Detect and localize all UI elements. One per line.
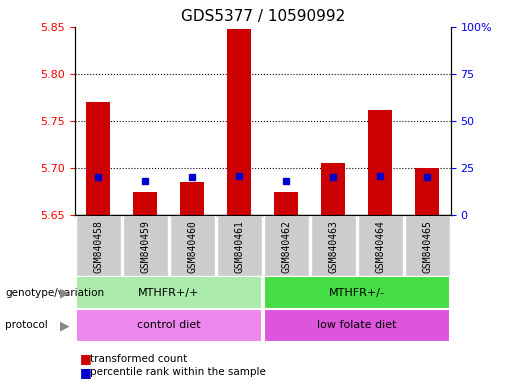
- Text: GSM840464: GSM840464: [375, 220, 385, 273]
- Bar: [405, 215, 450, 276]
- Bar: [368, 110, 392, 215]
- Bar: [76, 309, 262, 342]
- Text: ▶: ▶: [60, 286, 70, 299]
- Bar: [217, 215, 262, 276]
- Text: GSM840459: GSM840459: [140, 220, 150, 273]
- Bar: [123, 215, 168, 276]
- Bar: [76, 215, 121, 276]
- Bar: [264, 309, 450, 342]
- Text: MTHFR+/-: MTHFR+/-: [329, 288, 385, 298]
- Text: percentile rank within the sample: percentile rank within the sample: [90, 367, 266, 377]
- Text: low folate diet: low folate diet: [317, 320, 397, 331]
- Text: GSM840461: GSM840461: [234, 220, 244, 273]
- Text: genotype/variation: genotype/variation: [5, 288, 104, 298]
- Text: protocol: protocol: [5, 320, 48, 331]
- Text: transformed count: transformed count: [90, 354, 187, 364]
- Bar: [76, 276, 262, 309]
- Text: ▶: ▶: [60, 319, 70, 332]
- Text: GSM840465: GSM840465: [422, 220, 432, 273]
- Bar: [321, 163, 345, 215]
- Text: GSM840462: GSM840462: [281, 220, 291, 273]
- Text: GSM840460: GSM840460: [187, 220, 197, 273]
- Bar: [311, 215, 356, 276]
- Bar: [180, 182, 204, 215]
- Text: ■: ■: [80, 353, 92, 366]
- Bar: [416, 168, 439, 215]
- Bar: [169, 215, 215, 276]
- Text: GSM840458: GSM840458: [93, 220, 103, 273]
- Text: control diet: control diet: [137, 320, 200, 331]
- Bar: [274, 192, 298, 215]
- Bar: [87, 102, 110, 215]
- Text: GSM840463: GSM840463: [328, 220, 338, 273]
- Bar: [133, 192, 157, 215]
- Bar: [264, 276, 450, 309]
- Bar: [228, 29, 251, 215]
- Bar: [357, 215, 403, 276]
- Text: MTHFR+/+: MTHFR+/+: [138, 288, 199, 298]
- Title: GDS5377 / 10590992: GDS5377 / 10590992: [181, 9, 345, 24]
- Bar: [264, 215, 308, 276]
- Text: ■: ■: [80, 366, 92, 379]
